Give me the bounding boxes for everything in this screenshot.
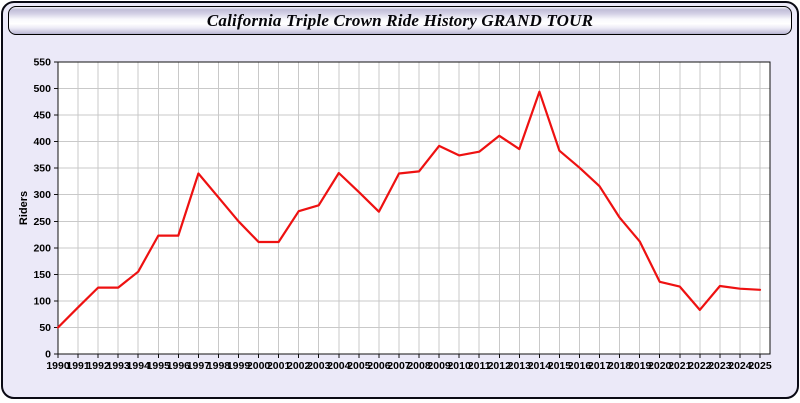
x-tick-label: 2023 [708,360,732,372]
riders-line-series [56,90,762,329]
x-tick-label: 1995 [147,360,171,372]
x-tick-label: 2018 [608,360,632,372]
x-tick-label: 1993 [106,360,130,372]
y-tick-label: 500 [33,83,51,95]
x-tick-label: 2019 [628,360,652,372]
x-tick-label: 2010 [447,360,471,372]
y-tick-label: 150 [33,269,51,281]
title-bar: California Triple Crown Ride History GRA… [8,6,792,35]
x-tick-label: 2002 [287,360,311,372]
x-tick-label: 2022 [688,360,712,372]
x-tick-label: 2004 [327,360,351,372]
x-tick-label: 2015 [548,360,572,372]
x-tick-label: 2001 [267,360,291,372]
y-tick-label: 450 [33,110,51,122]
y-tick-label: 400 [33,136,51,148]
x-tick-label: 2006 [367,360,391,372]
y-axis-title: Riders [18,191,30,225]
x-tick-label: 2017 [588,360,612,372]
y-tick-label: 300 [33,189,51,201]
x-tick-label: 2020 [648,360,672,372]
x-tick-label: 2007 [387,360,411,372]
x-tick-label: 2008 [407,360,431,372]
y-tick-label: 200 [33,242,51,254]
y-tick-label: 50 [39,322,51,334]
plot-border [57,61,771,355]
x-tick-label: 1991 [66,360,90,372]
y-tick-label: 100 [33,295,51,307]
y-tick-label: 0 [45,349,51,361]
x-tick-label: 1994 [127,360,151,372]
y-tick-label: 250 [33,216,51,228]
y-tick-label: 350 [33,163,51,175]
x-tick-label: 1997 [187,360,211,372]
x-tick-label: 2014 [528,360,552,372]
ride-history-chart: 1990199119921993199419951996199719981999… [18,57,772,373]
x-tick-label: 2000 [247,360,271,372]
plot-area [58,62,770,354]
x-tick-label: 2021 [668,360,692,372]
x-tick-label: 2011 [468,360,491,372]
x-tick-label: 2009 [427,360,451,372]
x-tick-label: 2013 [508,360,532,372]
x-tick-label: 2025 [748,360,772,372]
x-tick-label: 1992 [86,360,110,372]
x-tick-label: 2003 [307,360,331,372]
x-tick-label: 1998 [207,360,231,372]
x-tick-label: 2024 [728,360,752,372]
y-tick-label: 550 [33,57,51,69]
x-tick-label: 2005 [347,360,371,372]
x-tick-label: 2012 [488,360,512,372]
x-tick-label: 2016 [568,360,592,372]
x-tick-label: 1999 [227,360,251,372]
x-tick-label: 1996 [167,360,191,372]
page-title: California Triple Crown Ride History GRA… [206,10,594,30]
x-tick-label: 1990 [46,360,70,372]
